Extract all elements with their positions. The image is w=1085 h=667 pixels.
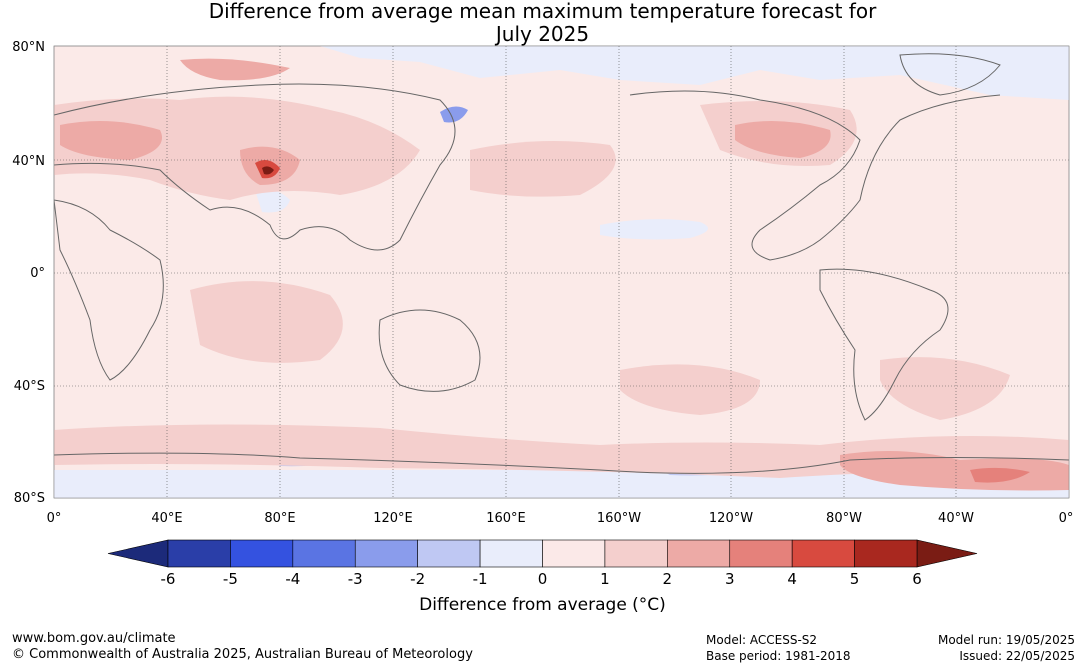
graticule bbox=[54, 46, 1069, 498]
colorbar-tick-label: -5 bbox=[223, 570, 238, 588]
colorbar-segment bbox=[230, 539, 294, 568]
coastlines bbox=[54, 53, 1069, 474]
antarctica-coast bbox=[54, 452, 1069, 474]
base-period: Base period: 1981-2018 bbox=[706, 649, 851, 663]
title-line-1: Difference from average mean maximum tem… bbox=[208, 0, 877, 23]
lat-label: 0° bbox=[30, 266, 45, 281]
colorbar-tick-label: 0 bbox=[538, 570, 548, 588]
colorbar-label: Difference from average (°C) bbox=[419, 595, 666, 615]
lat-label: 40°S bbox=[14, 379, 45, 394]
europe-warm-core bbox=[60, 121, 162, 160]
colorbar-segment bbox=[854, 539, 918, 568]
colorbar-tick-label: -1 bbox=[473, 570, 488, 588]
colorbar-tick-label: 1 bbox=[600, 570, 610, 588]
lon-label: 0° bbox=[47, 511, 62, 526]
colorbar-tick-label: -2 bbox=[410, 570, 425, 588]
indian-ocean-warm-region bbox=[190, 281, 343, 363]
issued-date: Issued: 22/05/2025 bbox=[959, 649, 1075, 663]
colorbar-segment bbox=[604, 539, 668, 568]
southern-ocean-cool-band bbox=[54, 470, 1069, 498]
north-america-coast bbox=[629, 90, 1001, 261]
lon-label: 40°W bbox=[938, 511, 974, 526]
footer-dates: Model run: 19/05/2025 Issued: 22/05/2025 bbox=[938, 632, 1075, 664]
colorbar-tick-label: 5 bbox=[850, 570, 860, 588]
arctic-cool-region bbox=[320, 46, 1069, 100]
lon-label: 80°E bbox=[264, 511, 295, 526]
map-title: Difference from average mean maximum tem… bbox=[0, 0, 1085, 46]
lon-label: 80°W bbox=[826, 511, 862, 526]
anomaly-shading bbox=[54, 46, 1069, 498]
title-line-2: July 2025 bbox=[495, 22, 590, 46]
colorbar-over-arrow bbox=[916, 539, 978, 568]
greenland-coast bbox=[899, 53, 1001, 96]
antarctic-warm-core bbox=[840, 451, 1069, 491]
arctic-warm-core bbox=[180, 58, 290, 81]
india-cool-patch bbox=[255, 188, 290, 213]
southern-ocean-warm-band bbox=[54, 424, 1069, 478]
lon-label: 40°E bbox=[151, 511, 182, 526]
australia-coast bbox=[378, 309, 481, 392]
colorbar-tick-label: 3 bbox=[725, 570, 735, 588]
colorbar-segment bbox=[167, 539, 231, 568]
colorbar-segment bbox=[667, 539, 731, 568]
lat-label: 40°N bbox=[12, 154, 45, 169]
antarctic-hot-spot bbox=[970, 467, 1030, 483]
canada-warm-core bbox=[735, 121, 831, 158]
colorbar-segment bbox=[292, 539, 356, 568]
website-link[interactable]: www.bom.gov.au/climate bbox=[12, 631, 176, 646]
asia-coast bbox=[54, 83, 456, 251]
south-pacific-warm-region bbox=[620, 364, 760, 415]
model-name: Model: ACCESS-S2 bbox=[706, 633, 818, 647]
africa-coast bbox=[54, 199, 164, 381]
footer-model-info: Model: ACCESS-S2 Base period: 1981-2018 bbox=[706, 632, 851, 664]
colorbar-tick-label: 2 bbox=[663, 570, 673, 588]
lon-label: 0° bbox=[1059, 511, 1074, 526]
colorbar-tick-label: 4 bbox=[787, 570, 797, 588]
eurasia-warm-region bbox=[54, 96, 420, 200]
pacific-cool-patch bbox=[600, 219, 708, 240]
north-pacific-warm-region bbox=[470, 141, 616, 197]
lon-label: 120°E bbox=[373, 511, 413, 526]
south-atlantic-warm-region bbox=[880, 357, 1010, 420]
colorbar-segment bbox=[729, 539, 793, 568]
footer-left: www.bom.gov.au/climate © Commonwealth of… bbox=[12, 631, 473, 663]
lat-label: 80°S bbox=[14, 491, 45, 506]
lon-label: 120°W bbox=[709, 511, 753, 526]
colorbar-tick-label: -4 bbox=[285, 570, 300, 588]
south-america-coast bbox=[819, 268, 949, 421]
colorbar-segment bbox=[417, 539, 481, 568]
lon-label: 160°E bbox=[486, 511, 526, 526]
colorbar-tick-label: 6 bbox=[912, 570, 922, 588]
colorbar: -6 -5 -4 -3 -2 -1 0 1 2 3 4 5 6 bbox=[107, 539, 978, 588]
model-run-date: Model run: 19/05/2025 bbox=[937, 633, 1075, 647]
colorbar-tick-label: -3 bbox=[348, 570, 363, 588]
lon-label: 160°W bbox=[597, 511, 641, 526]
colorbar-segment bbox=[479, 539, 543, 568]
colorbar-under-arrow bbox=[107, 539, 169, 568]
anomaly-map: 80°N 40°N 0° 40°S 80°S 0° 40°E 80°E 120°… bbox=[12, 40, 1074, 526]
colorbar-segment bbox=[354, 539, 418, 568]
siberia-cool-spot bbox=[440, 106, 468, 123]
colorbar-segment bbox=[542, 539, 606, 568]
colorbar-segment bbox=[791, 539, 855, 568]
asia-hot-core bbox=[262, 166, 274, 175]
colorbar-tick-label: -6 bbox=[161, 570, 176, 588]
copyright-text: © Commonwealth of Australia 2025, Austra… bbox=[12, 647, 473, 662]
lat-label: 80°N bbox=[12, 40, 45, 55]
